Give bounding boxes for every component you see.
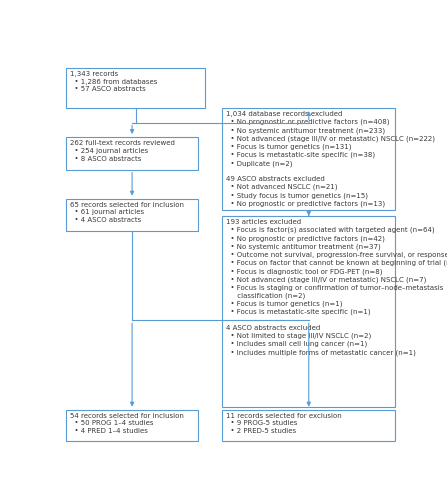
FancyBboxPatch shape bbox=[222, 108, 396, 210]
Text: 1,343 records
  • 1,286 from databases
  • 57 ASCO abstracts: 1,343 records • 1,286 from databases • 5… bbox=[71, 71, 158, 92]
FancyBboxPatch shape bbox=[66, 410, 198, 441]
Text: 11 records selected for exclusion
  • 9 PROG-5 studies
  • 2 PRED-5 studies: 11 records selected for exclusion • 9 PR… bbox=[226, 412, 342, 434]
FancyBboxPatch shape bbox=[66, 137, 198, 170]
Text: 262 full-text records reviewed
  • 254 journal articles
  • 8 ASCO abstracts: 262 full-text records reviewed • 254 jou… bbox=[71, 140, 175, 162]
Text: 54 records selected for inclusion
  • 50 PROG 1–4 studies
  • 4 PRED 1–4 studies: 54 records selected for inclusion • 50 P… bbox=[71, 412, 184, 434]
FancyBboxPatch shape bbox=[222, 410, 396, 441]
Text: 193 articles excluded
  • Focus is factor(s) associated with targeted agent (n=6: 193 articles excluded • Focus is factor(… bbox=[226, 219, 447, 356]
FancyBboxPatch shape bbox=[222, 216, 396, 406]
FancyBboxPatch shape bbox=[66, 68, 205, 108]
Text: 65 records selected for inclusion
  • 61 journal articles
  • 4 ASCO abstracts: 65 records selected for inclusion • 61 j… bbox=[71, 202, 185, 223]
FancyBboxPatch shape bbox=[66, 198, 198, 232]
Text: 1,034 database records excluded
  • No prognostic or predictive factors (n=408)
: 1,034 database records excluded • No pro… bbox=[226, 111, 435, 207]
